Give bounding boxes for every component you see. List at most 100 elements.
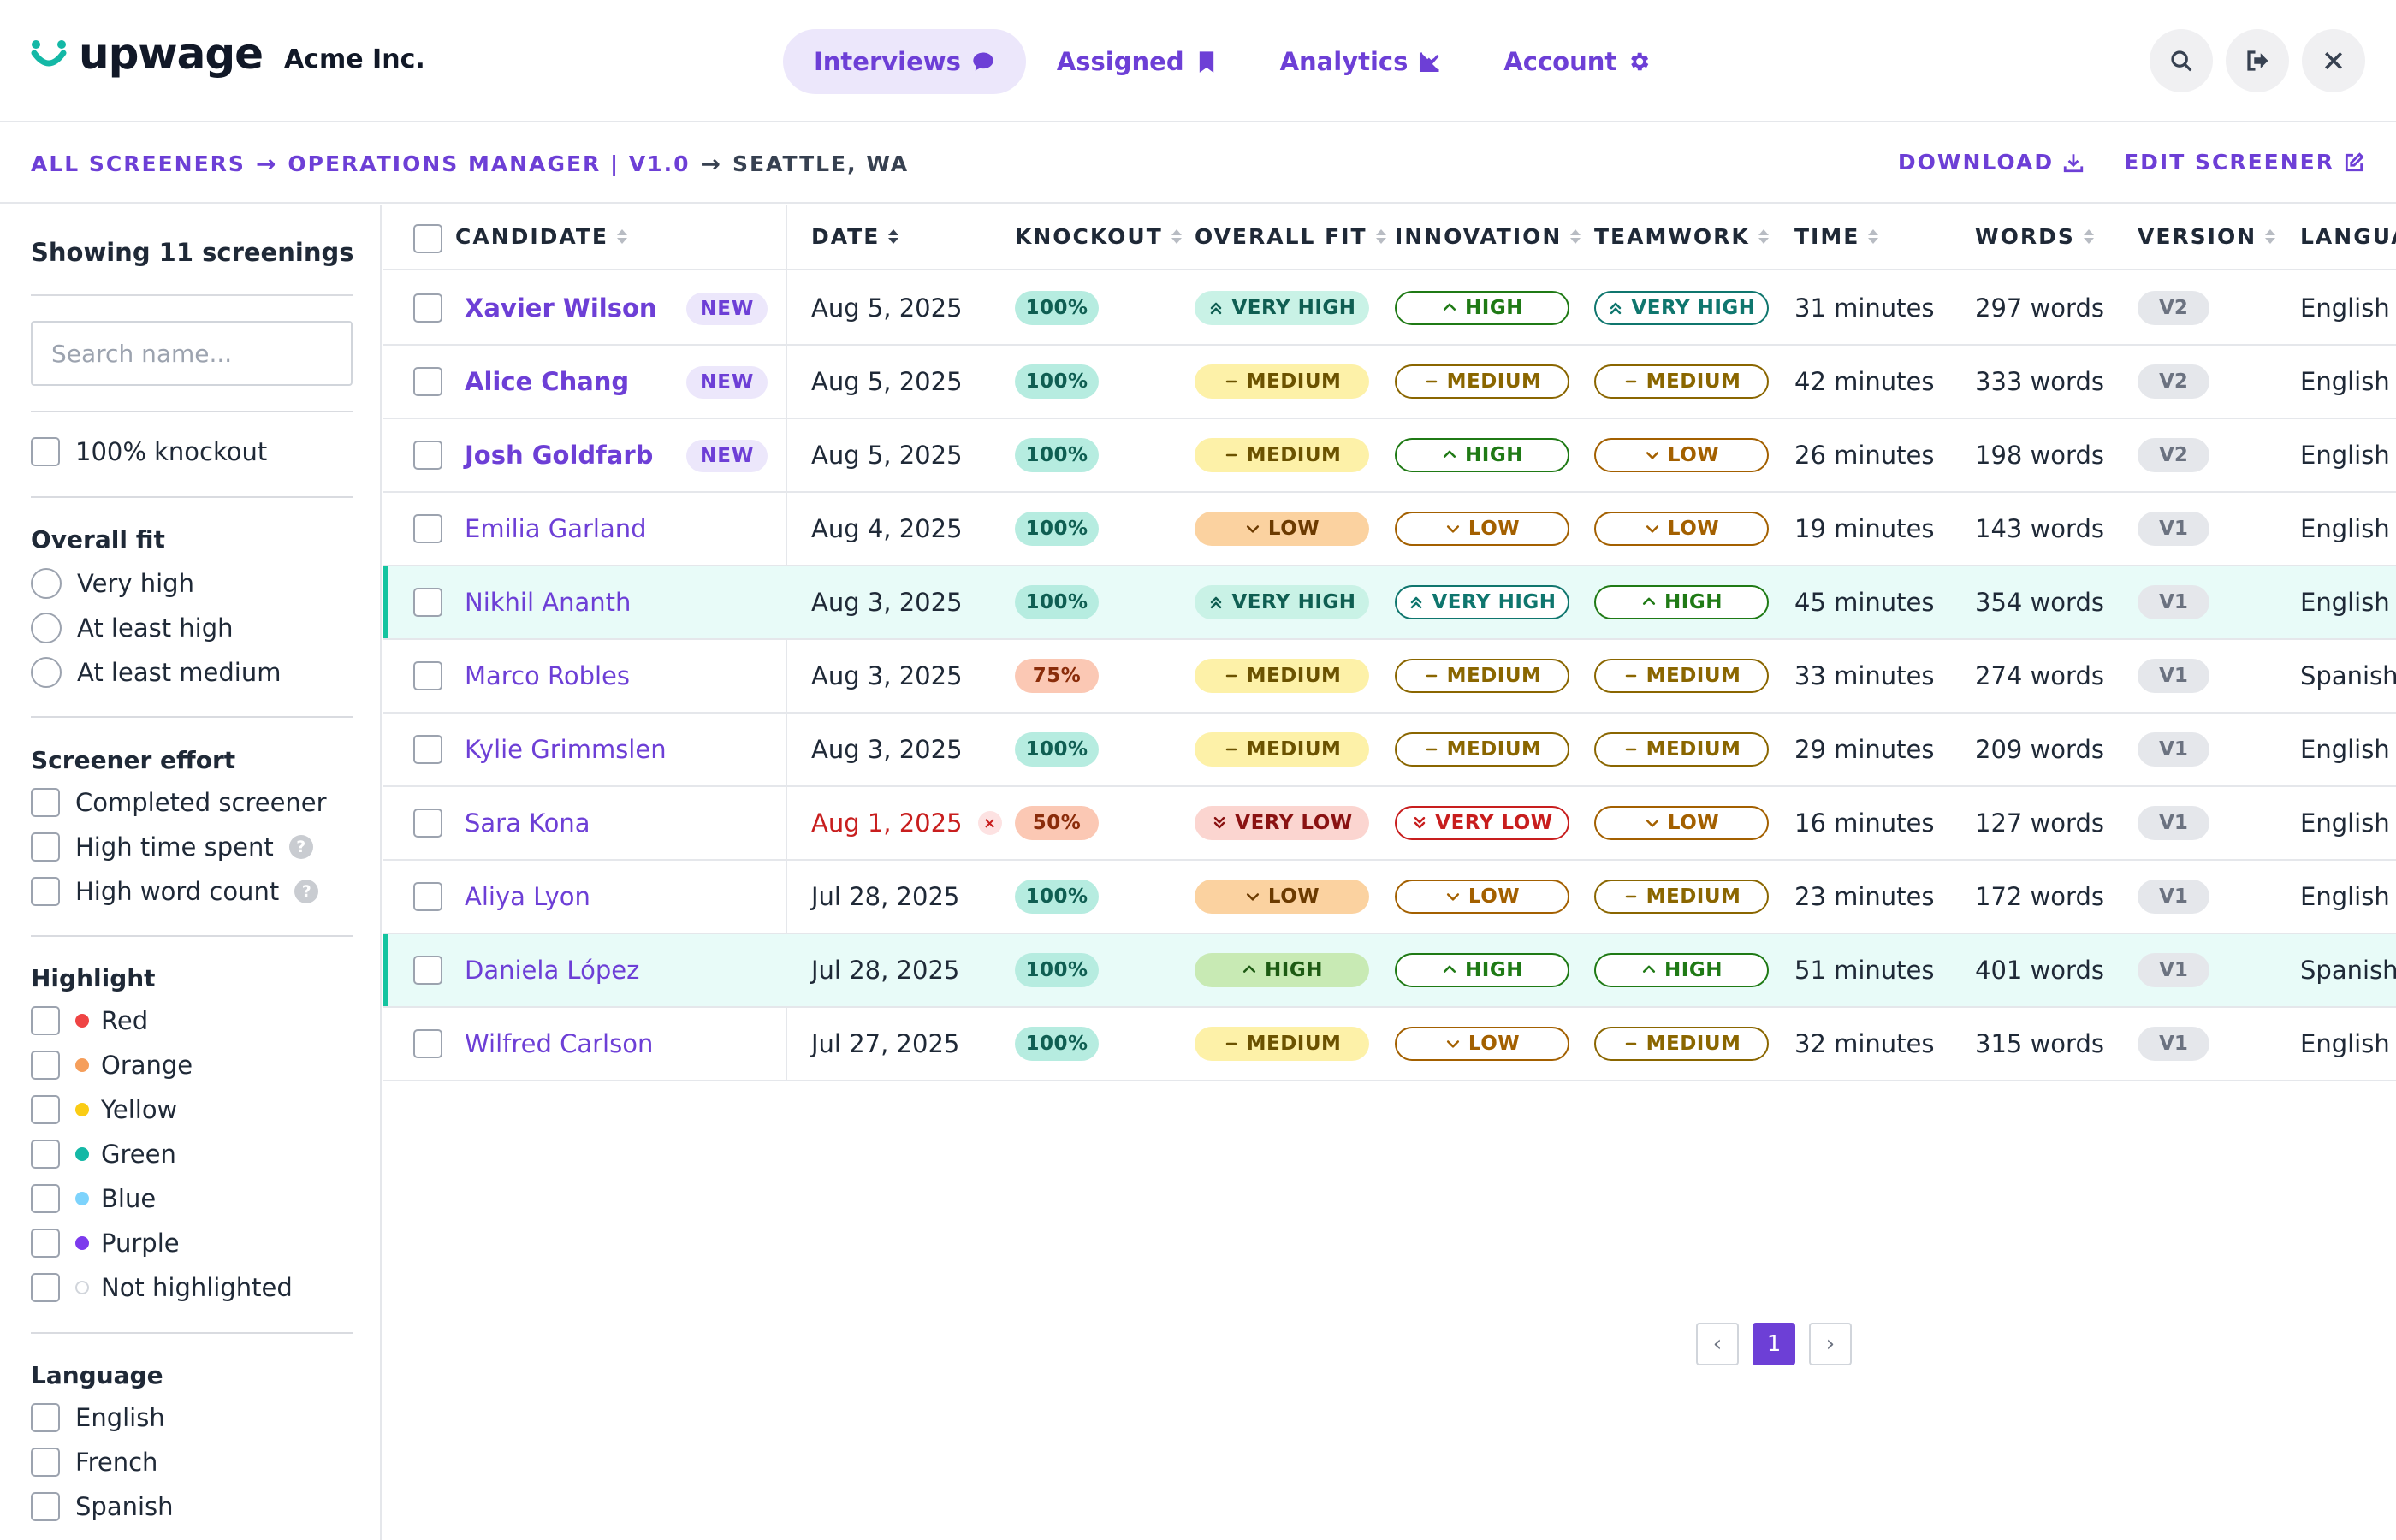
row-checkbox[interactable] bbox=[413, 588, 442, 617]
language-option-french[interactable]: French bbox=[31, 1448, 157, 1477]
candidate-name[interactable]: Nikhil Ananth bbox=[465, 588, 632, 617]
row-checkbox[interactable] bbox=[413, 735, 442, 764]
candidate-name-link[interactable]: Kylie Grimmslen bbox=[465, 714, 667, 785]
row-checkbox[interactable] bbox=[413, 441, 442, 470]
checkbox[interactable] bbox=[31, 1051, 60, 1080]
checkbox[interactable] bbox=[31, 1229, 60, 1258]
help-icon[interactable]: ? bbox=[288, 835, 313, 859]
candidate-name-link[interactable]: Wilfred Carlson bbox=[465, 1008, 653, 1080]
candidate-name-link[interactable]: Xavier Wilson bbox=[465, 272, 657, 344]
candidate-name[interactable]: Kylie Grimmslen bbox=[465, 735, 667, 764]
checkbox[interactable] bbox=[31, 788, 60, 817]
candidate-name-link[interactable]: Aliya Lyon bbox=[465, 861, 590, 933]
table-row[interactable]: Alice Chang NEW Aug 5, 2025 100% MEDIUM MEDIU… bbox=[383, 346, 2396, 419]
close-button[interactable] bbox=[2302, 29, 2365, 92]
candidate-name[interactable]: Emilia Garland bbox=[465, 514, 647, 543]
table-row[interactable]: Daniela López Jul 28, 2025 100% HIGH HIGH HIG… bbox=[383, 934, 2396, 1008]
table-row[interactable]: Nikhil Ananth Aug 3, 2025 100% VERY HIGH VER… bbox=[383, 566, 2396, 640]
row-checkbox[interactable] bbox=[413, 956, 442, 985]
candidate-name[interactable]: Marco Robles bbox=[465, 661, 630, 690]
breadcrumb-all-screeners[interactable]: ALL SCREENERS bbox=[31, 151, 246, 176]
previous-page-button[interactable]: ‹ bbox=[1696, 1323, 1739, 1365]
candidate-name-link[interactable]: Josh Goldfarb bbox=[465, 419, 653, 491]
candidate-name-link[interactable]: Nikhil Ananth bbox=[465, 566, 631, 638]
column-header-knockout[interactable]: KNOCKOUT bbox=[1015, 224, 1182, 249]
column-header-language[interactable]: LANGUA bbox=[2300, 224, 2396, 249]
table-row[interactable]: Aliya Lyon Jul 28, 2025 100% LOW LOW MEDIUM 23… bbox=[383, 861, 2396, 934]
checkbox[interactable] bbox=[31, 437, 60, 466]
column-header-time[interactable]: TIME bbox=[1794, 224, 1879, 249]
checkbox[interactable] bbox=[31, 1448, 60, 1477]
knockout-filter[interactable]: 100% knockout bbox=[31, 437, 267, 466]
column-header-date[interactable]: DATE bbox=[811, 224, 899, 249]
checkbox[interactable] bbox=[31, 1403, 60, 1432]
highlight-option-orange[interactable]: Orange bbox=[31, 1051, 193, 1080]
table-row[interactable]: Xavier Wilson NEW Aug 5, 2025 100% VERY HIGH… bbox=[383, 272, 2396, 346]
row-checkbox[interactable] bbox=[413, 1029, 442, 1058]
row-checkbox[interactable] bbox=[413, 514, 442, 543]
highlight-option-not-highlighted[interactable]: Not highlighted bbox=[31, 1273, 293, 1302]
effort-option-completed[interactable]: Completed screener bbox=[31, 788, 327, 817]
search-name-input[interactable] bbox=[31, 321, 353, 386]
candidate-name[interactable]: Josh Goldfarb bbox=[465, 441, 654, 470]
download-button[interactable]: DOWNLOAD bbox=[1898, 150, 2085, 175]
candidate-name-link[interactable]: Daniela López bbox=[465, 934, 639, 1006]
help-icon[interactable]: ? bbox=[294, 880, 319, 903]
brand-logo[interactable]: upwage bbox=[31, 29, 264, 79]
row-checkbox[interactable] bbox=[413, 808, 442, 838]
radio-button[interactable] bbox=[31, 657, 62, 688]
column-header-words[interactable]: WORDS bbox=[1975, 224, 2094, 249]
select-all-checkbox[interactable] bbox=[413, 224, 442, 253]
candidate-name[interactable]: Aliya Lyon bbox=[465, 882, 590, 911]
highlight-option-blue[interactable]: Blue bbox=[31, 1184, 156, 1213]
table-row[interactable]: Sara Kona Aug 1, 2025 × 50% VERY LOW VERY LOW… bbox=[383, 787, 2396, 861]
column-header-teamwork[interactable]: TEAMWORK bbox=[1594, 224, 1769, 249]
nav-interviews[interactable]: Interviews bbox=[783, 29, 1026, 94]
highlight-option-green[interactable]: Green bbox=[31, 1140, 176, 1169]
candidate-name[interactable]: Sara Kona bbox=[465, 808, 590, 838]
highlight-option-yellow[interactable]: Yellow bbox=[31, 1095, 177, 1124]
highlight-option-red[interactable]: Red bbox=[31, 1006, 148, 1035]
candidate-name-link[interactable]: Alice Chang bbox=[465, 346, 629, 418]
checkbox[interactable] bbox=[31, 1273, 60, 1302]
table-row[interactable]: Marco Robles Aug 3, 2025 75% MEDIUM MEDIUM ME… bbox=[383, 640, 2396, 714]
page-button-current[interactable]: 1 bbox=[1753, 1323, 1795, 1365]
table-row[interactable]: Kylie Grimmslen Aug 3, 2025 100% MEDIUM MEDI… bbox=[383, 714, 2396, 787]
candidate-name[interactable]: Xavier Wilson bbox=[465, 293, 657, 323]
column-header-version[interactable]: VERSION bbox=[2138, 224, 2276, 249]
checkbox[interactable] bbox=[31, 877, 60, 906]
checkbox[interactable] bbox=[31, 1184, 60, 1213]
nav-account[interactable]: Account bbox=[1473, 29, 1681, 94]
column-header-candidate[interactable]: CANDIDATE bbox=[455, 224, 627, 249]
table-row[interactable]: Emilia Garland Aug 4, 2025 100% LOW LOW LOW 19… bbox=[383, 493, 2396, 566]
candidate-name[interactable]: Daniela López bbox=[465, 956, 640, 985]
breadcrumb-screener[interactable]: OPERATIONS MANAGER | V1.0 bbox=[288, 151, 691, 176]
row-checkbox[interactable] bbox=[413, 367, 442, 396]
fit-option-at-least-high[interactable]: At least high bbox=[31, 613, 234, 643]
effort-option-high-time[interactable]: High time spent ? bbox=[31, 832, 313, 862]
nav-assigned[interactable]: Assigned bbox=[1026, 29, 1249, 94]
fit-option-at-least-medium[interactable]: At least medium bbox=[31, 657, 281, 688]
row-checkbox[interactable] bbox=[413, 293, 442, 323]
logout-button[interactable] bbox=[2226, 29, 2289, 92]
radio-button[interactable] bbox=[31, 613, 62, 643]
nav-analytics[interactable]: Analytics bbox=[1249, 29, 1474, 94]
candidate-name-link[interactable]: Sara Kona bbox=[465, 787, 590, 859]
radio-button[interactable] bbox=[31, 568, 62, 599]
search-button[interactable] bbox=[2150, 29, 2213, 92]
table-row[interactable]: Wilfred Carlson Jul 27, 2025 100% MEDIUM LOW… bbox=[383, 1008, 2396, 1081]
language-option-english[interactable]: English bbox=[31, 1403, 165, 1432]
column-header-overall-fit[interactable]: OVERALL FIT bbox=[1195, 224, 1386, 249]
checkbox[interactable] bbox=[31, 1492, 60, 1521]
checkbox[interactable] bbox=[31, 1095, 60, 1124]
candidate-name[interactable]: Alice Chang bbox=[465, 367, 630, 396]
language-option-spanish[interactable]: Spanish bbox=[31, 1492, 174, 1521]
column-header-innovation[interactable]: INNOVATION bbox=[1395, 224, 1581, 249]
checkbox[interactable] bbox=[31, 1006, 60, 1035]
candidate-name-link[interactable]: Emilia Garland bbox=[465, 493, 647, 565]
row-checkbox[interactable] bbox=[413, 882, 442, 911]
checkbox[interactable] bbox=[31, 1140, 60, 1169]
next-page-button[interactable]: › bbox=[1809, 1323, 1852, 1365]
effort-option-high-words[interactable]: High word count ? bbox=[31, 877, 319, 906]
row-checkbox[interactable] bbox=[413, 661, 442, 690]
